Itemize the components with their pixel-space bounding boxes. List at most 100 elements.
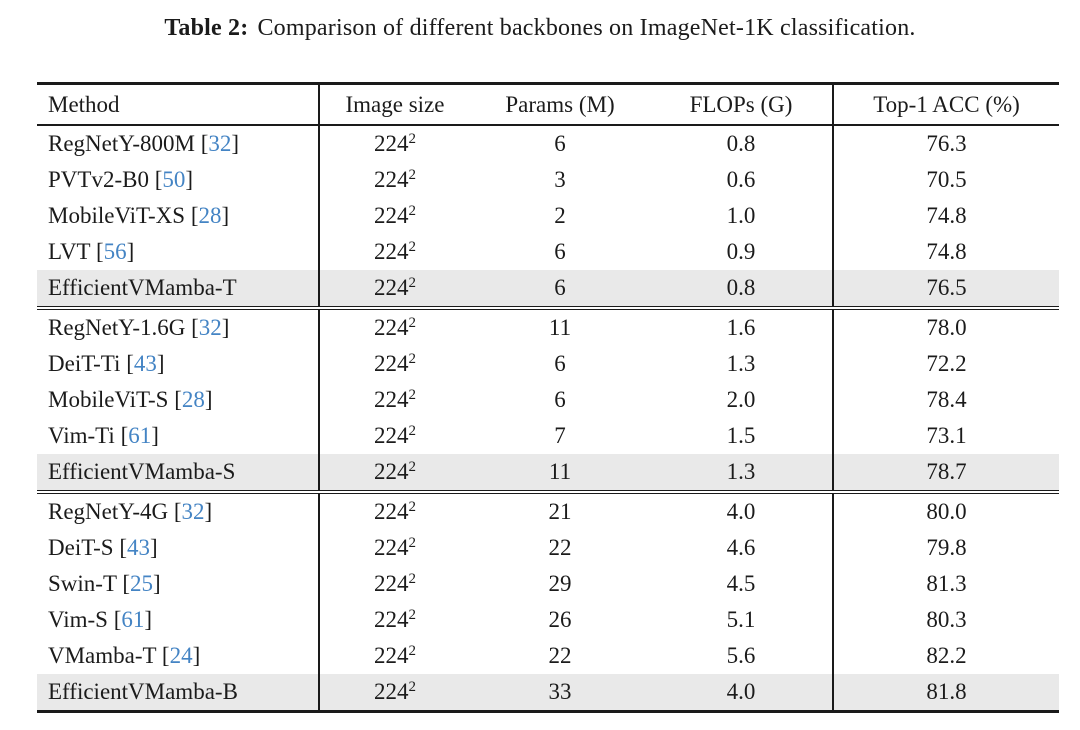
citation-bracket: [61] — [114, 423, 159, 448]
header-method: Method — [37, 83, 320, 126]
flops-cell: 4.0 — [650, 490, 834, 530]
image-size-cell: 2242 — [374, 423, 416, 448]
flops-cell: 0.8 — [650, 125, 834, 162]
image-size-cell: 2242 — [319, 270, 470, 308]
citation-bracket: [32] — [168, 499, 213, 524]
method-cell: Swin-T [25] — [37, 566, 320, 602]
table-row: RegNetY-4G [32] 2242 21 4.0 80.0 — [37, 490, 1059, 530]
acc-cell: 78.4 — [926, 387, 967, 412]
image-size-exponent: 2 — [408, 387, 417, 403]
image-size-exponent: 2 — [408, 679, 417, 695]
acc-cell: 82.2 — [926, 643, 967, 668]
flops-cell: 5.6 — [650, 638, 834, 674]
citation-bracket: [43] — [120, 351, 165, 376]
acc-cell: 80.0 — [833, 490, 1059, 530]
flops-cell: 1.6 — [650, 306, 834, 346]
acc-cell: 81.3 — [926, 571, 967, 596]
citation-link[interactable]: 50 — [162, 167, 186, 192]
table-caption-label: Table 2: — [164, 15, 249, 41]
citation-link[interactable]: 28 — [181, 387, 205, 412]
citation-link[interactable]: 24 — [169, 643, 193, 668]
citation-link[interactable]: 61 — [121, 607, 145, 632]
acc-cell: 78.0 — [833, 306, 1059, 346]
citation-bracket: [28] — [168, 387, 213, 412]
table-row: RegNetY-1.6G [32] 2242 11 1.6 78.0 — [37, 306, 1059, 346]
flops-cell: 2.0 — [650, 382, 834, 418]
flops-cell: 4.6 — [650, 530, 834, 566]
image-size-exponent: 2 — [408, 203, 417, 219]
header-row: Method Image size Params (M) FLOPs (G) T… — [37, 83, 1059, 126]
flops-cell: 1.3 — [650, 346, 834, 382]
image-size-cell: 2242 — [374, 643, 416, 668]
citation-bracket: [32] — [194, 131, 240, 156]
citation-link[interactable]: 61 — [128, 423, 152, 448]
flops-cell: 1.3 — [650, 454, 834, 492]
citation-bracket: [24] — [156, 643, 201, 668]
image-size-cell: 2242 — [374, 203, 417, 228]
table-row: VMamba-T [24] 2242 22 5.6 82.2 — [37, 638, 1059, 674]
image-size-exponent: 2 — [408, 239, 417, 255]
flops-cell: 5.1 — [650, 602, 834, 638]
acc-cell: 80.3 — [926, 607, 967, 632]
image-size-cell: 2242 — [374, 607, 417, 632]
acc-cell: 74.8 — [926, 203, 967, 228]
params-cell: 22 — [548, 643, 572, 668]
image-size-cell: 2242 — [319, 454, 470, 492]
params-cell: 22 — [548, 535, 572, 560]
params-cell: 11 — [470, 454, 650, 492]
table-caption: Table 2: Comparison of different backbone… — [0, 15, 1080, 42]
acc-cell: 73.1 — [926, 423, 967, 448]
table-row: Vim-S [61] 2242 26 5.1 80.3 — [37, 602, 1059, 638]
flops-cell: 1.5 — [650, 418, 834, 454]
table-row: RegNetY-800M [32] 2242 6 0.8 76.3 — [37, 125, 1059, 162]
citation-link[interactable]: 32 — [181, 499, 205, 524]
citation-bracket: [61] — [107, 607, 153, 632]
acc-cell: 72.2 — [926, 351, 967, 376]
table-caption-text: Comparison of different backbones on Ima… — [257, 15, 916, 41]
citation-link[interactable]: 32 — [198, 315, 222, 340]
table-row: LVT [56] 2242 6 0.9 74.8 — [37, 234, 1059, 270]
method-cell: RegNetY-1.6G [32] — [37, 306, 320, 346]
params-cell: 21 — [470, 490, 650, 530]
params-cell: 3 — [554, 167, 566, 192]
citation-link[interactable]: 28 — [198, 203, 222, 228]
image-size-exponent: 2 — [408, 571, 417, 587]
table-row: Vim-Ti [61] 2242 7 1.5 73.1 — [37, 418, 1059, 454]
flops-cell: 0.9 — [650, 234, 834, 270]
citation-link[interactable]: 43 — [133, 351, 157, 376]
citation-bracket: [56] — [90, 239, 135, 264]
backbone-comparison-table: Method Image size Params (M) FLOPs (G) T… — [37, 82, 1059, 713]
method-cell: EfficientVMamba-S — [37, 454, 320, 492]
table-row: DeiT-S [43] 2242 22 4.6 79.8 — [37, 530, 1059, 566]
flops-cell: 4.5 — [650, 566, 834, 602]
method-cell: Vim-Ti [61] — [37, 418, 320, 454]
params-cell: 11 — [470, 306, 650, 346]
image-size-exponent: 2 — [408, 167, 417, 183]
citation-link[interactable]: 56 — [103, 239, 127, 264]
params-cell: 26 — [548, 607, 572, 632]
flops-cell: 0.8 — [650, 270, 834, 308]
citation-link[interactable]: 43 — [127, 535, 151, 560]
image-size-cell: 2242 — [374, 387, 417, 412]
image-size-cell: 2242 — [319, 306, 470, 346]
acc-cell: 78.7 — [833, 454, 1059, 492]
acc-cell: 79.8 — [926, 535, 967, 560]
params-cell: 6 — [554, 239, 566, 264]
citation-bracket: [28] — [185, 203, 230, 228]
method-cell: PVTv2-B0 [50] — [37, 162, 320, 198]
header-image-size: Image size — [319, 83, 470, 126]
table-row: Swin-T [25] 2242 29 4.5 81.3 — [37, 566, 1059, 602]
citation-bracket: [25] — [116, 571, 161, 596]
table-row: EfficientVMamba-T 2242 6 0.8 76.5 — [37, 270, 1059, 308]
citation-link[interactable]: 25 — [130, 571, 154, 596]
acc-cell: 76.5 — [833, 270, 1059, 308]
image-size-cell: 2242 — [374, 239, 417, 264]
method-cell: RegNetY-800M [32] — [37, 125, 320, 162]
method-cell: EfficientVMamba-B — [37, 674, 320, 712]
method-cell: LVT [56] — [37, 234, 320, 270]
method-cell: MobileViT-S [28] — [37, 382, 320, 418]
params-cell: 7 — [554, 423, 566, 448]
citation-link[interactable]: 32 — [208, 131, 232, 156]
flops-cell: 1.0 — [650, 198, 834, 234]
image-size-exponent: 2 — [408, 607, 417, 623]
